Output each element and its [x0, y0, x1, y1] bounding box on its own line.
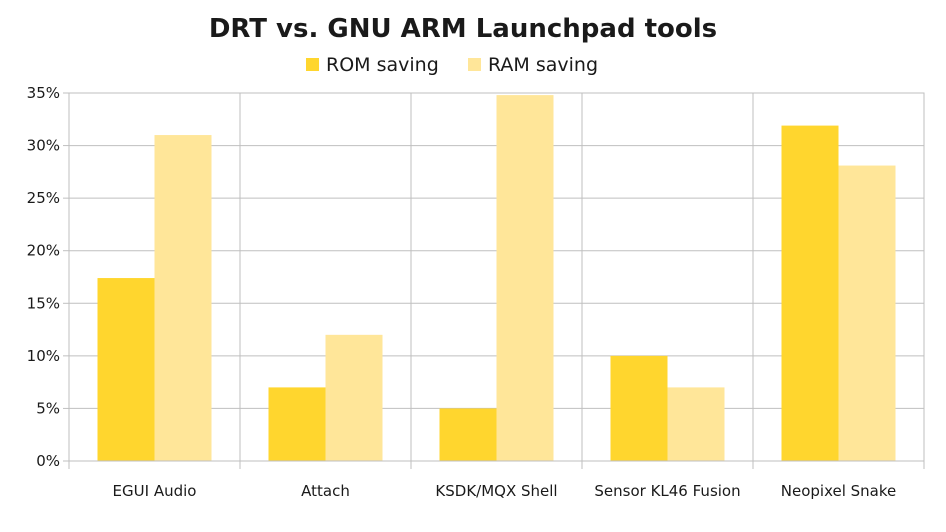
x-category-label: KSDK/MQX Shell	[435, 482, 557, 500]
x-category-label: Neopixel Snake	[781, 482, 897, 500]
x-category-label: EGUI Audio	[113, 482, 197, 500]
bars	[97, 95, 896, 462]
y-tick-label: 30%	[27, 137, 60, 155]
legend-label: RAM saving	[488, 54, 598, 76]
y-tick-label: 10%	[27, 347, 60, 365]
bar-rom-saving-egui-audio	[97, 278, 155, 461]
chart-title: DRT vs. GNU ARM Launchpad tools	[209, 14, 717, 44]
y-tick-label: 0%	[36, 452, 60, 470]
legend-swatch	[306, 58, 319, 71]
x-axis-categories: EGUI Audio Attach KSDK/MQX Shell Sensor KL4…	[113, 482, 897, 500]
bar-rom-saving-attach	[268, 387, 326, 461]
y-tick-label: 15%	[27, 294, 60, 312]
x-category-label: Attach	[301, 482, 350, 500]
y-tick-label: 35%	[27, 84, 60, 102]
y-tick-label: 20%	[27, 242, 60, 260]
bar-ram-saving-egui-audio	[154, 135, 212, 462]
axes	[63, 92, 925, 469]
bar-ram-saving-attach	[325, 334, 383, 461]
bar-ram-saving-ksdk-mqx-shell	[496, 95, 554, 462]
x-category-label: Sensor KL46 Fusion	[594, 482, 740, 500]
bar-rom-saving-neopixel-snake	[781, 125, 839, 461]
y-tick-label: 5%	[36, 399, 60, 417]
legend: ROM saving RAM saving	[306, 54, 598, 76]
legend-label: ROM saving	[326, 54, 439, 76]
bar-ram-saving-sensor-kl46-fusion	[667, 387, 725, 461]
y-tick-label: 25%	[27, 189, 60, 207]
bar-rom-saving-ksdk-mqx-shell	[439, 408, 497, 461]
y-axis-ticks: 0% 5% 10% 15% 20% 25% 30% 35%	[27, 84, 60, 470]
bar-ram-saving-neopixel-snake	[838, 165, 896, 461]
legend-swatch	[468, 58, 481, 71]
bar-rom-saving-sensor-kl46-fusion	[610, 355, 668, 461]
